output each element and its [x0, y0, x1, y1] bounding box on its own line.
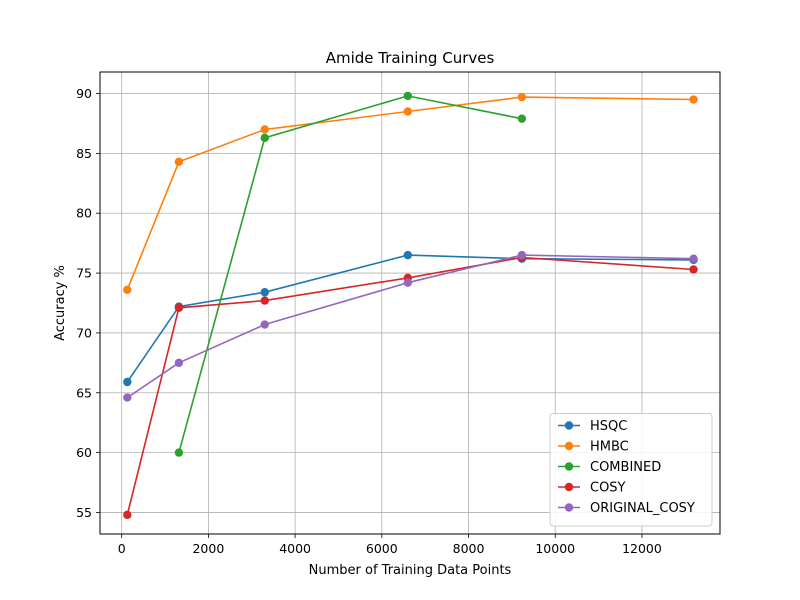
data-point-combined	[517, 114, 527, 123]
data-point-original-cosy	[174, 358, 184, 368]
legend-label: HSQC	[590, 419, 627, 434]
data-point-cosy	[260, 296, 269, 305]
data-point-original-cosy	[123, 393, 132, 402]
x-tick-label: 12000	[622, 541, 662, 556]
legend-label: COMBINED	[590, 460, 661, 475]
data-point-hmbc	[517, 92, 527, 102]
data-point-hmbc	[689, 95, 698, 104]
legend-label: HMBC	[590, 440, 629, 455]
legend-box	[549, 413, 713, 527]
y-tick-label: 80	[76, 206, 92, 221]
series-original-cosy	[123, 250, 698, 402]
data-point-cosy	[689, 265, 698, 274]
legend-marker	[564, 462, 574, 471]
legend-item-combined: COMBINED	[558, 460, 661, 475]
data-point-cosy	[174, 303, 184, 312]
data-point-original-cosy	[403, 278, 413, 287]
x-tick-label: 6000	[366, 541, 398, 556]
legend: HSQC HMBC COMBINED COSY ORIGINAL_COSY	[549, 413, 713, 527]
chart-title: Amide Training Curves	[326, 49, 495, 67]
series-line-original-cosy	[126, 254, 694, 399]
legend-item-hmbc: HMBC	[558, 440, 629, 455]
data-point-hmbc	[403, 107, 413, 116]
y-axis-label: Accuracy %	[53, 265, 68, 341]
data-point-hsqc	[260, 288, 269, 297]
data-point-hsqc	[403, 250, 413, 260]
legend-marker	[564, 482, 574, 492]
data-point-hsqc	[123, 377, 132, 387]
x-tick-label: 4000	[279, 541, 311, 556]
series-line-combined	[178, 95, 523, 453]
data-point-combined	[260, 133, 269, 143]
y-tick-label: 85	[76, 146, 92, 161]
legend-label: ORIGINAL_COSY	[590, 501, 695, 516]
x-tick-label: 0	[118, 541, 126, 556]
y-tick-label: 75	[76, 266, 92, 281]
series-combined	[174, 91, 527, 457]
y-tick-label: 70	[76, 325, 92, 340]
data-point-original-cosy	[517, 250, 527, 260]
x-tick-label: 8000	[453, 541, 485, 556]
data-point-hmbc	[260, 125, 269, 134]
series-line-hmbc	[126, 96, 694, 291]
x-axis-label: Number of Training Data Points	[309, 563, 512, 578]
data-point-combined	[174, 448, 184, 457]
data-point-hmbc	[123, 285, 132, 295]
legend-marker	[564, 503, 574, 512]
x-tick-label: 10000	[535, 541, 575, 556]
legend-item-cosy: COSY	[558, 481, 626, 496]
plot-frame	[99, 71, 721, 535]
ticks: 0 2000 4000 6000 8000 10000 12000 55 60 65 70 75 80 8…	[76, 86, 662, 556]
y-tick-label: 60	[76, 445, 92, 460]
data-point-cosy	[123, 510, 132, 520]
y-tick-label: 65	[76, 385, 92, 400]
y-tick-label: 90	[76, 86, 92, 101]
data-point-combined	[403, 91, 413, 101]
data-point-hmbc	[174, 157, 184, 166]
legend-label: COSY	[590, 481, 626, 496]
legend-marker	[564, 441, 574, 451]
legend-item-hsqc: HSQC	[558, 419, 627, 434]
series-hmbc	[123, 92, 698, 295]
series-line-cosy	[126, 256, 694, 515]
series-layer	[123, 91, 698, 520]
legend-item-original-cosy: ORIGINAL_COSY	[558, 501, 695, 516]
data-point-original-cosy	[689, 254, 698, 263]
y-tick-label: 55	[76, 505, 92, 520]
x-tick-label: 2000	[192, 541, 224, 556]
legend-marker	[564, 421, 574, 430]
data-point-original-cosy	[260, 320, 269, 329]
